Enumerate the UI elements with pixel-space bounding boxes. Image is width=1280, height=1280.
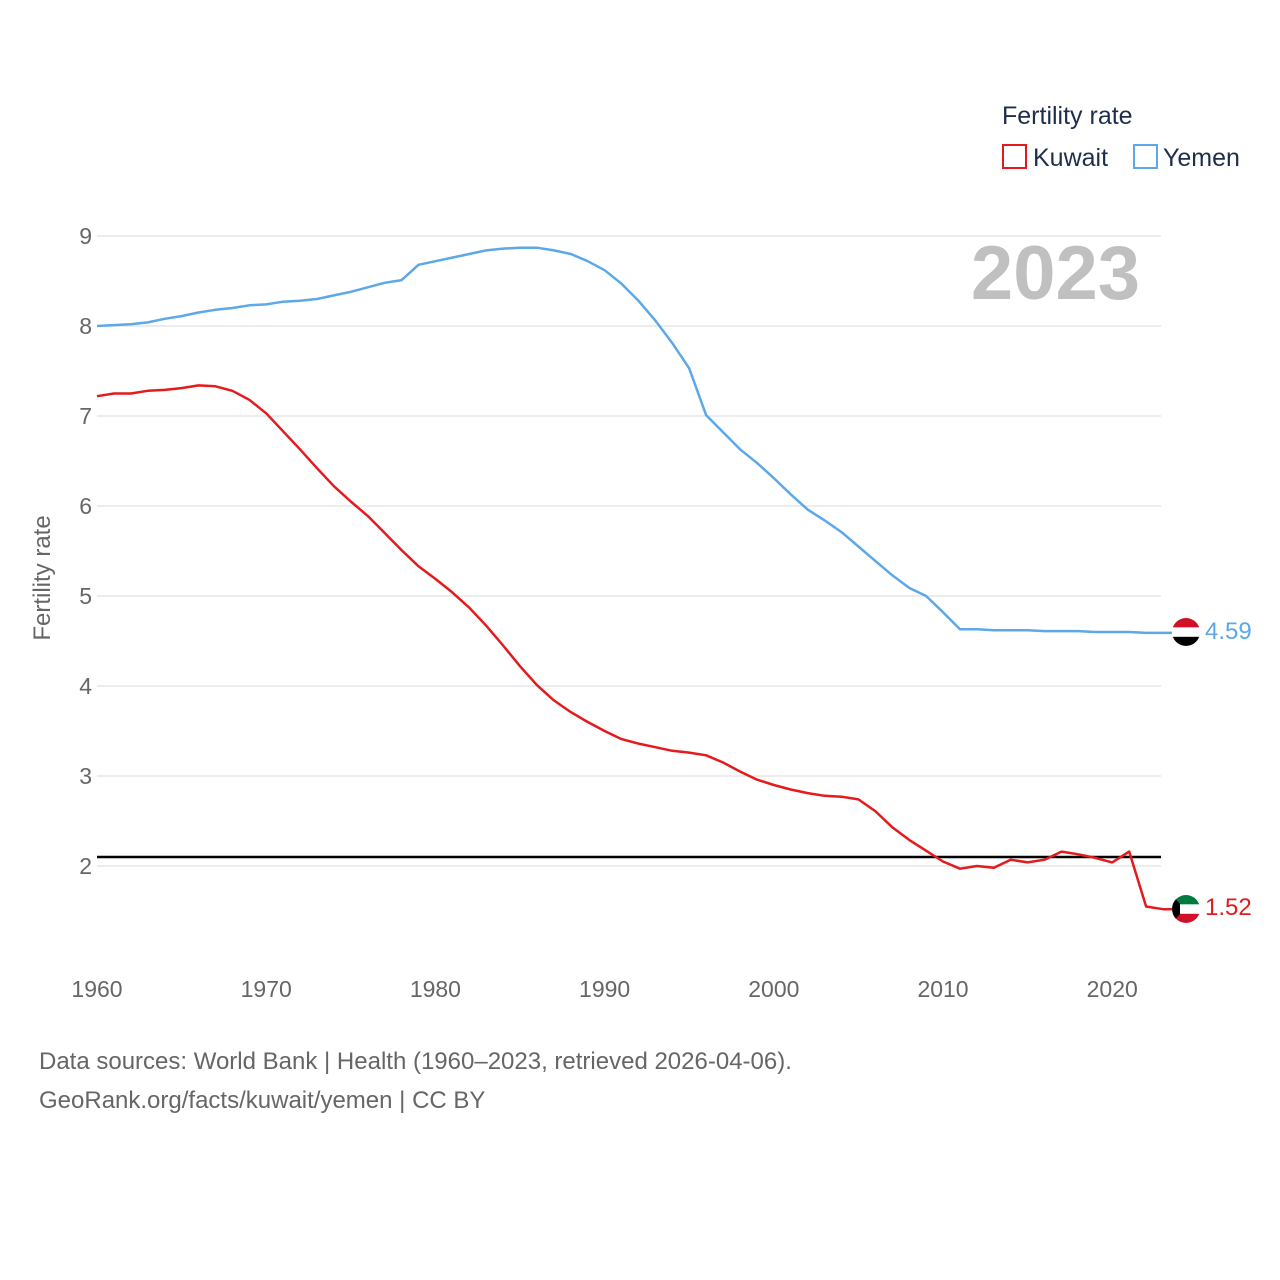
y-tick-7: 7 [79,403,92,429]
y-tick-9: 9 [79,223,92,249]
x-tick-1980: 1980 [410,976,461,1002]
y-tick-4: 4 [79,673,92,699]
x-tick-1990: 1990 [579,976,630,1002]
legend-swatch-yemen [1133,144,1158,169]
legend-swatch-kuwait [1002,144,1027,169]
x-tick-2020: 2020 [1087,976,1138,1002]
y-tick-2: 2 [79,853,92,879]
y-tick-5: 5 [79,583,92,609]
series-line-kuwait [96,384,1172,911]
y-axis-label: Fertility rate [29,515,56,640]
x-tick-2000: 2000 [748,976,799,1002]
grid-lines [97,235,1161,867]
current-year-label: 2023 [971,231,1140,316]
y-tick-3: 3 [79,763,92,789]
yemen-flag-icon [1172,618,1200,646]
x-axis-ticks: 1960 1970 1980 1990 2000 2010 2020 [71,976,1137,1002]
data-source-footer: Data sources: World Bank | Health (1960–… [39,1042,792,1120]
series-lines [96,246,1172,911]
yemen-end-value: 4.59 [1205,618,1252,645]
x-tick-1970: 1970 [241,976,292,1002]
y-tick-8: 8 [79,313,92,339]
kuwait-flag-icon [1172,895,1200,923]
y-axis-ticks: 2 3 4 5 6 7 8 9 [79,223,92,879]
legend-label-kuwait: Kuwait [1033,144,1108,172]
y-tick-6: 6 [79,493,92,519]
x-tick-1960: 1960 [71,976,122,1002]
license-line: GeoRank.org/facts/kuwait/yemen | CC BY [39,1087,486,1114]
x-tick-2010: 2010 [917,976,968,1002]
legend-label-yemen: Yemen [1163,144,1240,172]
kuwait-end-value: 1.52 [1205,894,1252,921]
source-line: Data sources: World Bank | Health (1960–… [39,1048,792,1075]
legend-title: Fertility rate [1002,102,1133,130]
series-end-markers: 4.59 1.52 [1172,618,1252,923]
series-line-yemen [96,246,1172,635]
legend: Fertility rate Kuwait Yemen [1002,102,1240,172]
